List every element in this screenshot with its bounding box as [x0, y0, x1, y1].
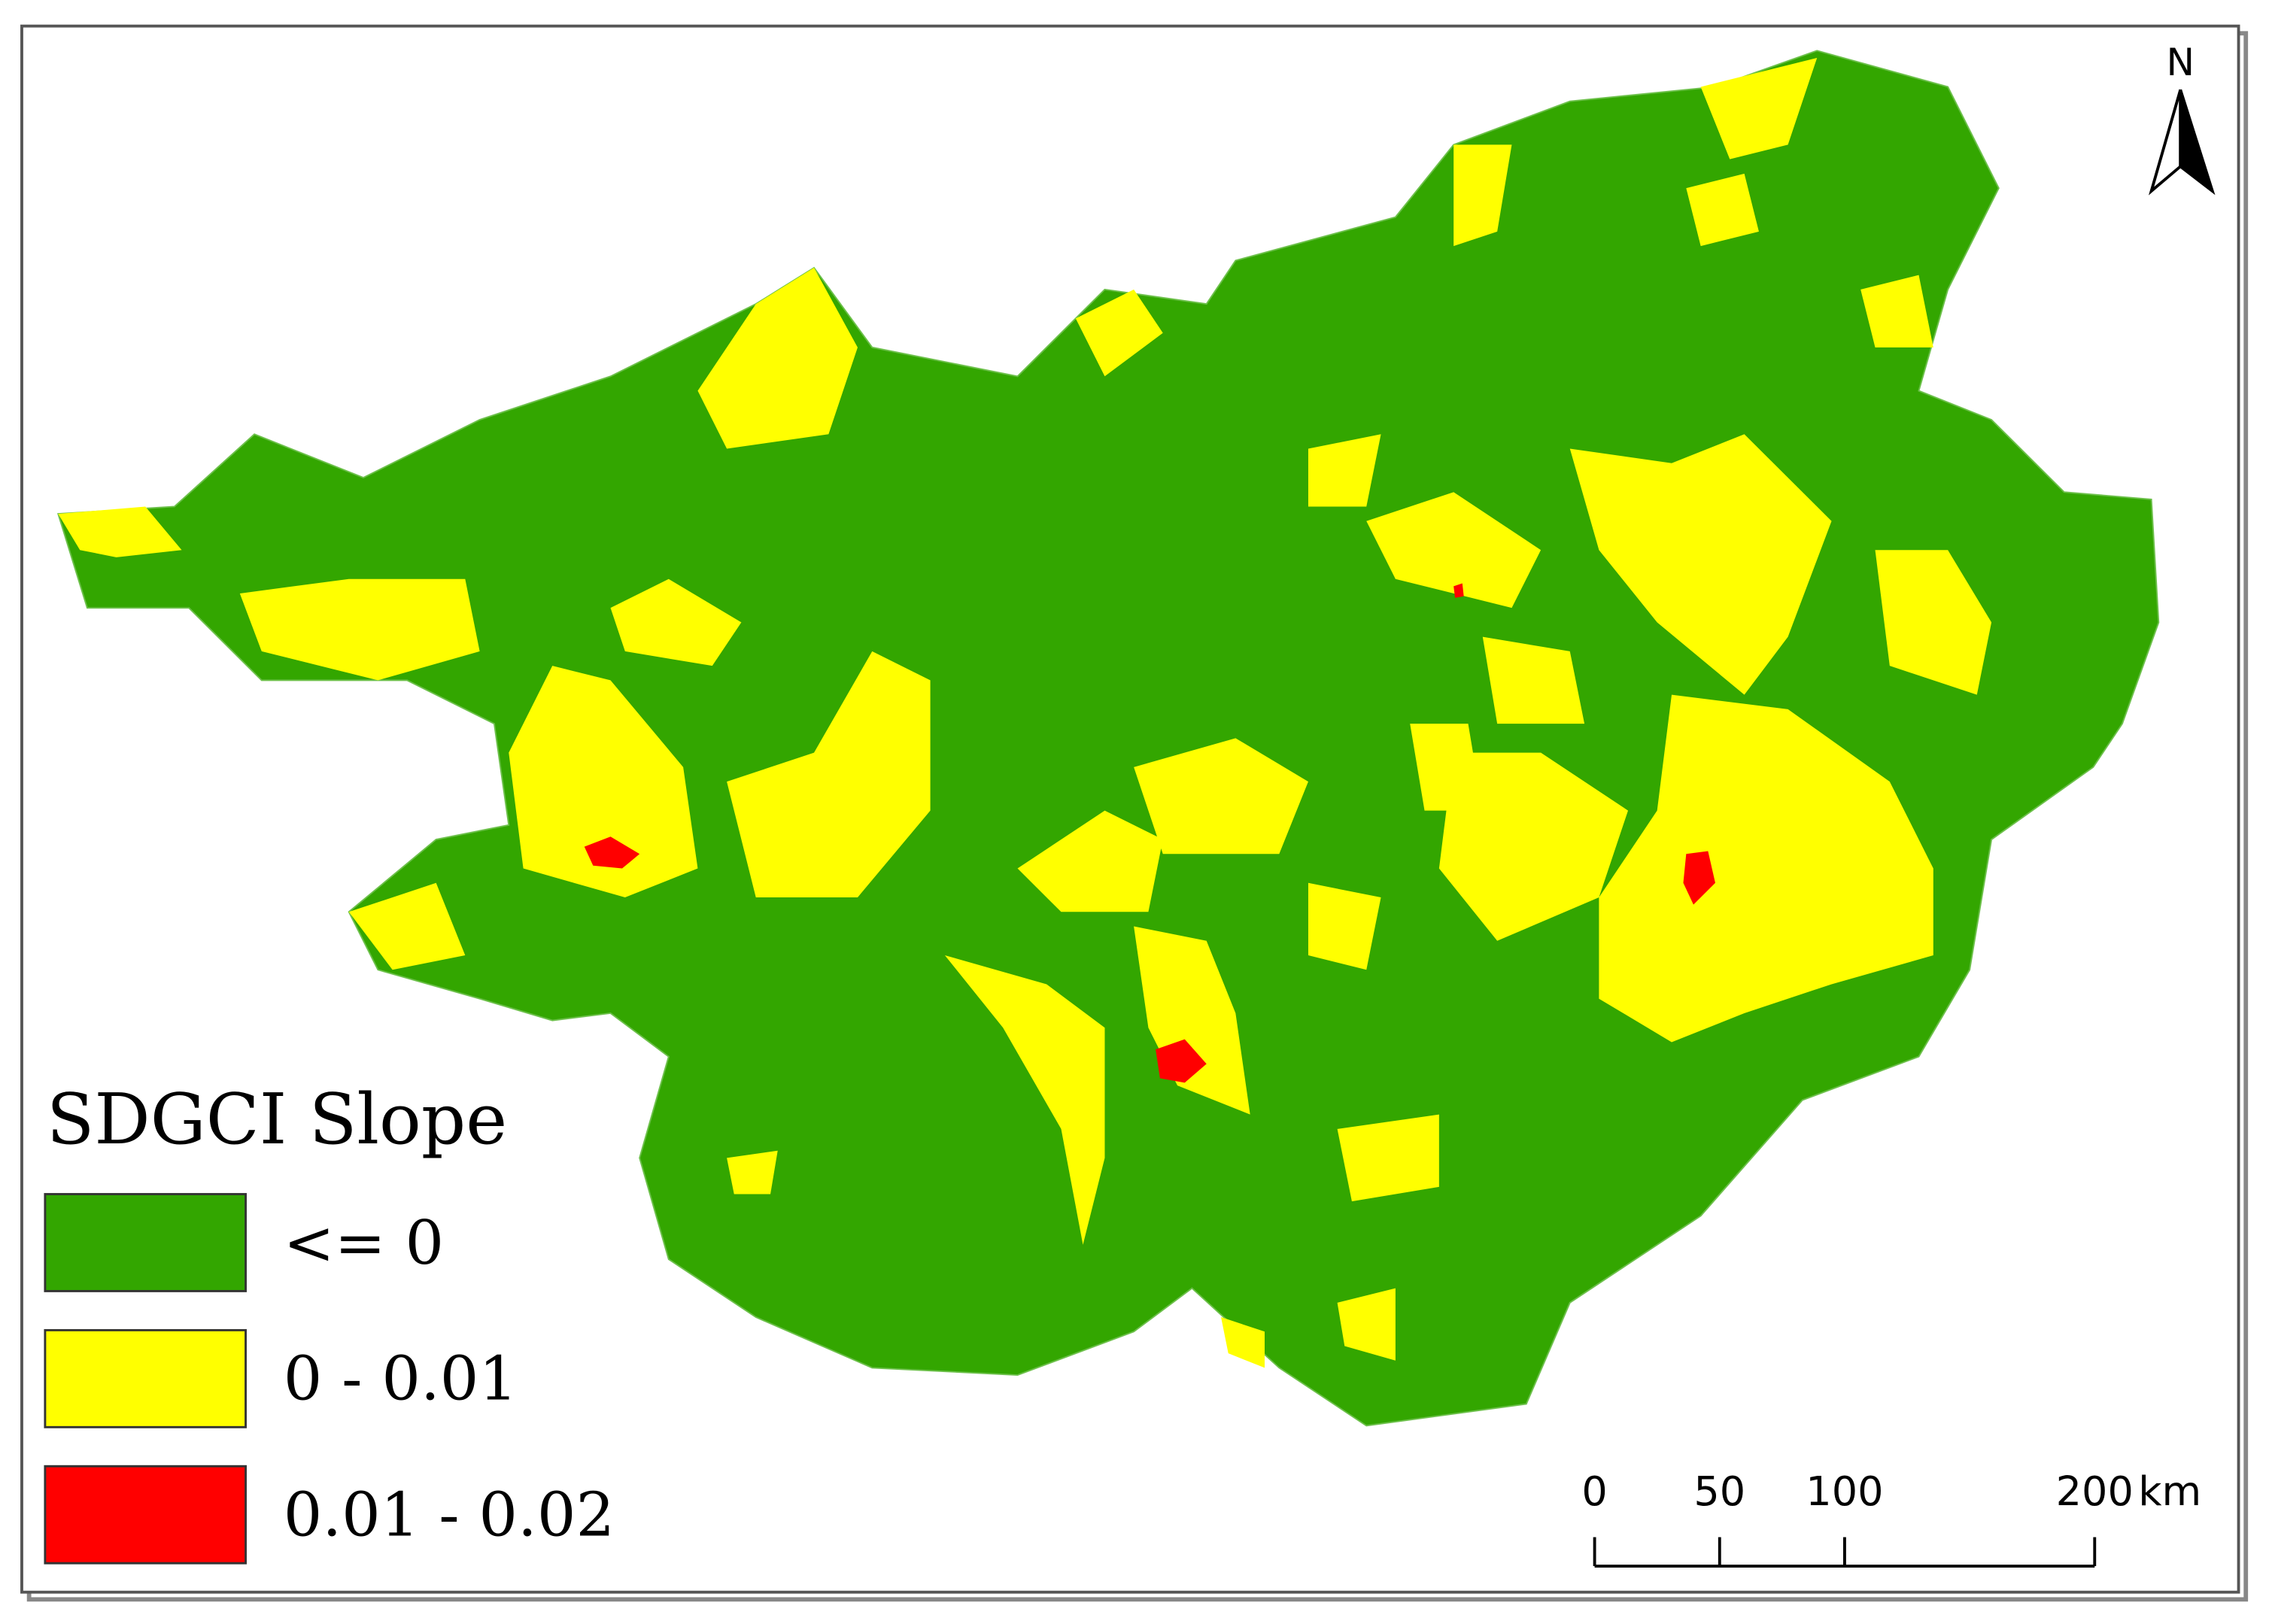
scale-label: 0	[1581, 1468, 1607, 1515]
positive-zone	[1875, 550, 1992, 695]
positive-zone	[1337, 1114, 1439, 1202]
region	[57, 50, 2160, 1427]
positive-zone	[1700, 57, 1818, 159]
positive-zone	[58, 506, 182, 557]
positive-zone	[1410, 724, 1483, 811]
positive-zone	[1860, 275, 1933, 348]
positive-zone	[697, 267, 858, 449]
region-base	[57, 50, 2160, 1427]
high-zone	[1453, 583, 1464, 598]
high-zone	[584, 836, 640, 869]
positive-zone	[1569, 434, 1832, 695]
scale-label: 100	[1806, 1468, 1883, 1515]
positive-zone	[1308, 882, 1381, 970]
legend-label: 0 - 0.01	[284, 1344, 518, 1415]
high-zones	[584, 583, 1715, 1083]
positive-zone	[944, 955, 1105, 1245]
positive-zone	[1482, 636, 1585, 724]
north-label: N	[2166, 40, 2195, 84]
legend-swatch	[44, 1328, 247, 1428]
positive-zone	[348, 882, 466, 970]
positive-zone	[727, 651, 931, 898]
scale-label: 200	[2056, 1468, 2134, 1515]
positive-zone	[727, 1150, 778, 1194]
positive-zone	[1221, 1317, 1265, 1368]
positive-zones	[58, 57, 1992, 1368]
high-zone	[1156, 1039, 1207, 1083]
positive-zone	[239, 578, 480, 681]
positive-zone	[1075, 289, 1163, 377]
scale-label: 50	[1693, 1468, 1745, 1515]
positive-zone	[1599, 694, 1933, 1043]
positive-zone	[1453, 144, 1512, 247]
scale-bar: 0 50 100 200 km	[1581, 1468, 2201, 1568]
positive-zone	[1134, 738, 1308, 854]
positive-zone	[1134, 926, 1250, 1115]
positive-zone	[1366, 492, 1541, 609]
legend: SDGCI Slope <= 0 0 - 0.01 0.01 - 0.02	[44, 1079, 615, 1565]
north-arrow: N	[2149, 40, 2216, 196]
positive-zone	[1017, 810, 1163, 912]
legend-swatch	[44, 1193, 247, 1292]
scale-unit: km	[2138, 1468, 2201, 1515]
positive-zone	[509, 666, 698, 898]
positive-zone	[1686, 173, 1759, 247]
positive-zone	[1337, 1288, 1396, 1361]
positive-zone	[610, 578, 742, 666]
legend-title: SDGCI Slope	[47, 1079, 507, 1160]
north-arrow-right	[2179, 89, 2216, 196]
legend-label: 0.01 - 0.02	[284, 1480, 615, 1551]
legend-swatch	[44, 1465, 247, 1565]
positive-zone	[1308, 434, 1381, 507]
high-zone	[1683, 851, 1715, 905]
positive-zone	[1438, 752, 1629, 941]
legend-label: <= 0	[284, 1208, 444, 1279]
